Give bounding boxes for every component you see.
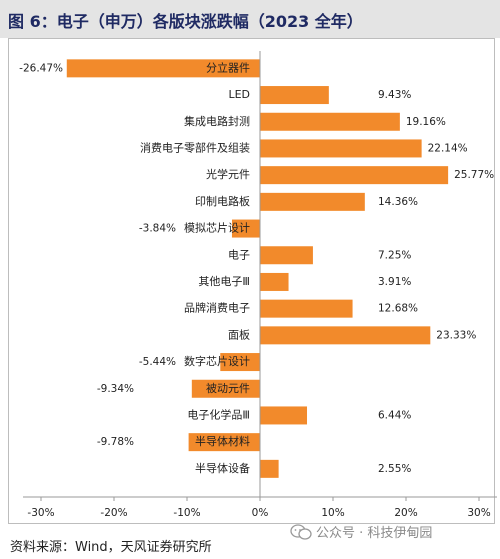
bar-7 xyxy=(260,246,313,265)
bar-4 xyxy=(260,166,449,185)
value-label-4: 25.77% xyxy=(454,169,494,181)
bar-6 xyxy=(231,219,260,238)
x-tick-label-6: 30% xyxy=(467,507,490,519)
value-label-6: -3.84% xyxy=(139,223,176,235)
bar-9 xyxy=(260,299,353,318)
category-label-14: 半导体材料 xyxy=(195,434,250,448)
x-tick-label-3: 0% xyxy=(252,507,269,519)
value-label-15: 2.55% xyxy=(378,463,411,475)
bar-8 xyxy=(260,272,289,291)
bar-5 xyxy=(260,192,365,211)
value-label-5: 14.36% xyxy=(378,196,418,208)
bar-10 xyxy=(260,326,431,345)
bar-14 xyxy=(188,433,260,452)
watermark: 公众号 · 科技伊甸园 xyxy=(290,522,432,541)
watermark-text: 公众号 · 科技伊甸园 xyxy=(316,526,433,541)
category-label-2: 集成电路封测 xyxy=(184,114,250,128)
bar-0 xyxy=(66,59,260,78)
bar-12 xyxy=(191,379,260,398)
bar-13 xyxy=(260,406,308,425)
value-label-8: 3.91% xyxy=(378,276,411,288)
bar-1 xyxy=(260,86,329,105)
chart-frame xyxy=(8,38,495,524)
bar-3 xyxy=(260,139,422,158)
category-label-8: 其他电子Ⅲ xyxy=(198,275,250,288)
category-label-13: 电子化学品Ⅲ xyxy=(187,407,250,421)
category-label-9: 品牌消费电子 xyxy=(184,301,250,315)
value-label-2: 19.16% xyxy=(406,116,446,128)
value-label-3: 22.14% xyxy=(428,142,468,154)
source-note: 资料来源：Wind，天风证券研究所 xyxy=(10,540,212,555)
value-label-10: 23.33% xyxy=(436,329,476,341)
bar-11 xyxy=(220,353,260,372)
value-label-7: 7.25% xyxy=(378,249,411,261)
bar-15 xyxy=(260,459,279,478)
category-label-12: 被动元件 xyxy=(206,382,250,395)
value-label-1: 9.43% xyxy=(378,89,411,101)
value-label-14: -9.78% xyxy=(97,436,134,448)
x-tick-label-5: 20% xyxy=(394,507,417,519)
category-label-5: 印制电路板 xyxy=(195,194,250,208)
bar-2 xyxy=(260,112,400,131)
category-label-3: 消费电子零部件及组装 xyxy=(140,140,250,154)
value-label-13: 6.44% xyxy=(378,409,411,421)
value-label-11: -5.44% xyxy=(139,356,176,368)
value-label-12: -9.34% xyxy=(97,383,134,395)
category-label-0: 分立器件 xyxy=(206,60,250,74)
category-label-10: 面板 xyxy=(228,327,250,341)
category-label-1: LED xyxy=(228,88,250,101)
x-tick-label-2: -10% xyxy=(173,507,200,519)
x-tick-label-4: 10% xyxy=(321,507,344,519)
x-tick-label-1: -20% xyxy=(100,507,127,519)
category-label-7: 电子 xyxy=(228,248,250,261)
value-label-0: -26.47% xyxy=(19,62,63,74)
wechat-icon xyxy=(290,523,312,540)
figure-title: 图 6：电子（申万）各版块涨跌幅（2023 全年） xyxy=(8,12,363,31)
category-label-6: 模拟芯片设计 xyxy=(184,221,250,235)
category-label-15: 半导体设备 xyxy=(195,461,250,475)
value-label-9: 12.68% xyxy=(378,303,418,315)
category-label-11: 数字芯片设计 xyxy=(184,354,250,368)
category-label-4: 光学元件 xyxy=(206,167,250,181)
title-bar: 图 6：电子（申万）各版块涨跌幅（2023 全年） xyxy=(0,0,500,38)
x-tick-label-0: -30% xyxy=(27,507,54,519)
